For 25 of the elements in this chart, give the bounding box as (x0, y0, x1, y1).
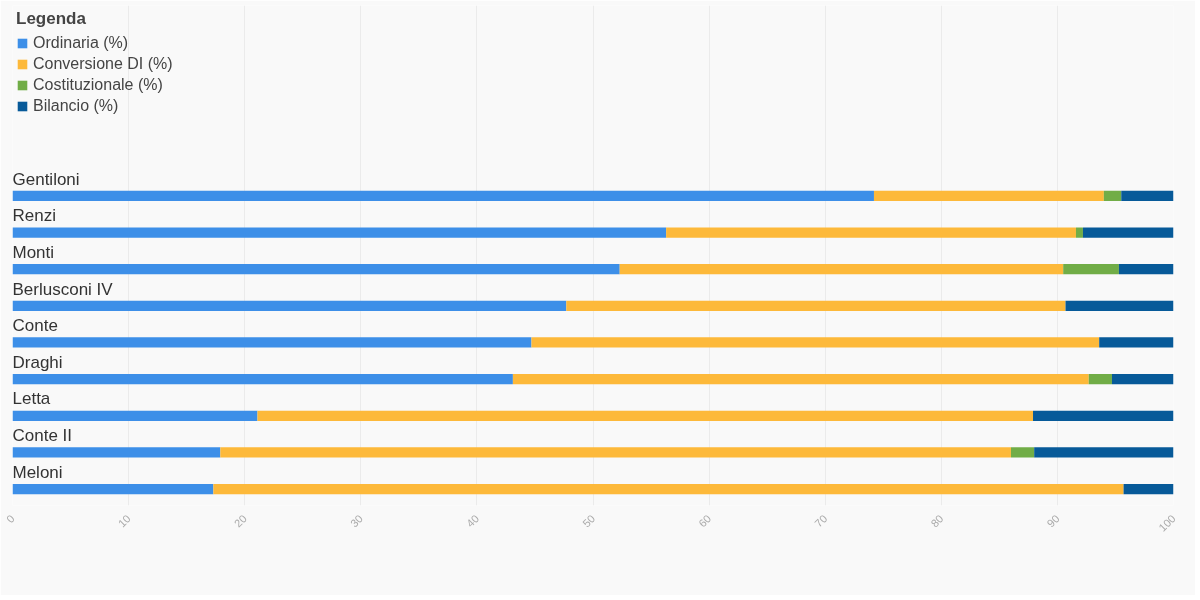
y-tick-label: Monti (12, 242, 55, 262)
y-tick-label: Draghi (12, 352, 63, 372)
y-tick-label: Conte (12, 316, 58, 336)
legend-title: Legenda (16, 9, 87, 29)
legend-label: Costituzionale (%) (33, 76, 163, 94)
x-tick-label: 60 (696, 512, 714, 530)
x-tick-label: 10 (115, 512, 133, 530)
y-tick-label: Letta (12, 389, 51, 409)
y-tick-label: Gentiloni (12, 169, 80, 189)
x-tick-label: 30 (347, 512, 366, 530)
x-tick-label: 40 (464, 512, 482, 530)
legend-label: Ordinaria (%) (33, 34, 129, 52)
x-tick-label: 90 (1044, 512, 1062, 530)
x-tick-label: 70 (812, 512, 830, 530)
y-tick-label: Berlusconi IV (12, 279, 114, 299)
legend-label: Conversione DI (%) (33, 55, 173, 73)
y-tick-label: Renzi (12, 206, 56, 226)
x-tick-label: 20 (231, 512, 249, 530)
y-tick-label: Conte II (12, 426, 73, 446)
x-tick-label: 0 (3, 512, 17, 526)
y-tick-label: Meloni (12, 462, 63, 482)
legend-label: Bilancio (%) (33, 97, 119, 115)
x-tick-label: 50 (580, 512, 598, 530)
x-tick-label: 100 (1156, 512, 1178, 534)
x-tick-label: 80 (928, 512, 946, 530)
